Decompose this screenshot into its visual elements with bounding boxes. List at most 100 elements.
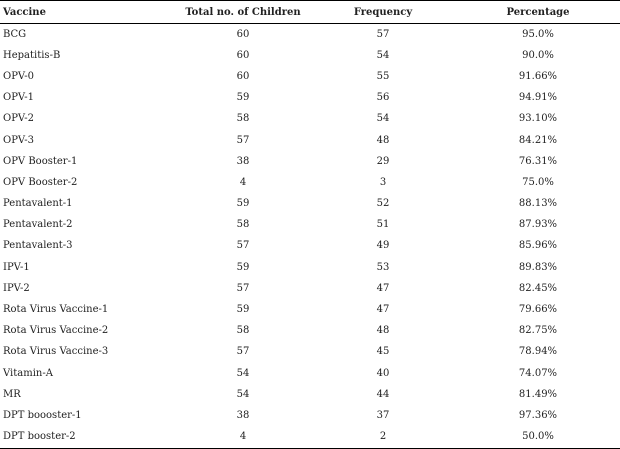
table-row: Rota Virus Vaccine-3 57 45 78.94% xyxy=(0,342,620,363)
total-children-cell: 38 xyxy=(236,155,250,167)
table-row: OPV-3 57 48 84.21% xyxy=(0,130,620,151)
percentage-cell: 82.75% xyxy=(518,325,558,337)
table-row: DPT booster-2 4 2 50.0% xyxy=(0,426,620,449)
total-children-cell: 4 xyxy=(173,426,313,449)
frequency-cell: 57 xyxy=(376,28,390,40)
percentage-cell: 89.83% xyxy=(518,261,558,273)
frequency-cell: 2 xyxy=(313,426,453,449)
percentage-cell: 88.13% xyxy=(518,198,558,210)
total-children-cell: 58 xyxy=(236,113,250,125)
percentage-cell: 75.0% xyxy=(522,176,554,188)
percentage-cell: 79.66% xyxy=(518,304,558,316)
vaccine-cell: IPV-1 xyxy=(3,261,30,273)
table-row: Rota Virus Vaccine-2 58 48 82.75% xyxy=(0,321,620,342)
total-children-cell: 60 xyxy=(236,28,250,40)
frequency-cell: 48 xyxy=(376,134,390,146)
total-children-cell: 57 xyxy=(236,346,250,358)
vaccine-cell: Rota Virus Vaccine-2 xyxy=(3,325,109,337)
percentage-cell: 82.45% xyxy=(518,282,558,294)
vaccine-cell: Rota Virus Vaccine-3 xyxy=(3,346,109,358)
table-row: IPV-2 57 47 82.45% xyxy=(0,278,620,299)
vaccine-cell: Hepatitis-B xyxy=(3,49,61,61)
header-frequency: Frequency xyxy=(313,0,453,24)
frequency-cell: 44 xyxy=(376,388,390,400)
vaccine-cell: BCG xyxy=(3,28,27,40)
vaccine-cell: Pentavalent-2 xyxy=(3,219,73,231)
frequency-cell: 29 xyxy=(376,155,390,167)
frequency-cell: 51 xyxy=(376,219,390,231)
total-children-cell: 57 xyxy=(236,282,250,294)
table-row: IPV-1 59 53 89.83% xyxy=(0,257,620,278)
total-children-cell: 54 xyxy=(236,388,250,400)
total-children-cell: 4 xyxy=(239,176,247,188)
header-percentage: Percentage xyxy=(453,0,620,24)
frequency-cell: 47 xyxy=(376,282,390,294)
table-row: OPV-0 60 55 91.66% xyxy=(0,66,620,87)
total-children-cell: 60 xyxy=(236,70,250,82)
vaccine-cell: Pentavalent-1 xyxy=(3,198,73,210)
percentage-cell: 85.96% xyxy=(518,240,558,252)
vaccine-cell: IPV-2 xyxy=(3,282,30,294)
total-children-cell: 57 xyxy=(236,134,250,146)
frequency-cell: 48 xyxy=(376,325,390,337)
percentage-cell: 95.0% xyxy=(522,28,554,40)
frequency-cell: 37 xyxy=(376,409,390,421)
total-children-cell: 59 xyxy=(236,198,250,210)
vaccine-cell: DPT booster-2 xyxy=(0,426,173,449)
percentage-cell: 74.07% xyxy=(518,367,558,379)
header-vaccine: Vaccine xyxy=(0,0,173,24)
percentage-cell: 91.66% xyxy=(518,70,558,82)
frequency-cell: 53 xyxy=(376,261,390,273)
table-row: BCG 60 57 95.0% xyxy=(0,24,620,46)
frequency-cell: 56 xyxy=(376,92,390,104)
vaccine-cell: MR xyxy=(3,388,21,400)
vaccine-cell: OPV-2 xyxy=(3,113,34,125)
total-children-cell: 60 xyxy=(236,49,250,61)
table-row: Pentavalent-2 58 51 87.93% xyxy=(0,215,620,236)
table-row: MR 54 44 81.49% xyxy=(0,384,620,405)
percentage-cell: 76.31% xyxy=(518,155,558,167)
frequency-cell: 55 xyxy=(376,70,390,82)
frequency-cell: 49 xyxy=(376,240,390,252)
frequency-cell: 54 xyxy=(376,49,390,61)
frequency-cell: 54 xyxy=(376,113,390,125)
frequency-cell: 47 xyxy=(376,304,390,316)
total-children-cell: 58 xyxy=(236,325,250,337)
percentage-cell: 94.91% xyxy=(518,92,558,104)
total-children-cell: 59 xyxy=(236,261,250,273)
table-row: Rota Virus Vaccine-1 59 47 79.66% xyxy=(0,299,620,320)
percentage-cell: 81.49% xyxy=(518,388,558,400)
frequency-cell: 52 xyxy=(376,198,390,210)
percentage-cell: 93.10% xyxy=(518,113,558,125)
table-header: Vaccine Total no. of Children Frequency … xyxy=(0,0,620,24)
vaccine-cell: OPV-1 xyxy=(3,92,34,104)
percentage-cell: 50.0% xyxy=(453,426,620,449)
vaccine-cell: OPV Booster-2 xyxy=(3,176,78,188)
table-row: DPT boooster-1 38 37 97.36% xyxy=(0,405,620,426)
frequency-cell: 3 xyxy=(379,176,387,188)
vaccine-cell: Rota Virus Vaccine-1 xyxy=(3,304,109,316)
total-children-cell: 57 xyxy=(236,240,250,252)
table-row: OPV Booster-2 4 3 75.0% xyxy=(0,172,620,193)
percentage-cell: 84.21% xyxy=(518,134,558,146)
percentage-cell: 90.0% xyxy=(522,49,554,61)
frequency-cell: 40 xyxy=(376,367,390,379)
header-row: Vaccine Total no. of Children Frequency … xyxy=(0,0,620,24)
table-row: Pentavalent-1 59 52 88.13% xyxy=(0,194,620,215)
table-row: Hepatitis-B 60 54 90.0% xyxy=(0,45,620,66)
total-children-cell: 59 xyxy=(236,92,250,104)
header-total-children: Total no. of Children xyxy=(173,0,313,24)
vaccine-cell: OPV Booster-1 xyxy=(3,155,78,167)
table-row: Vitamin-A 54 40 74.07% xyxy=(0,363,620,384)
vaccine-cell: OPV-3 xyxy=(3,134,34,146)
table-row: OPV Booster-1 38 29 76.31% xyxy=(0,151,620,172)
vaccine-cell: Vitamin-A xyxy=(3,367,53,379)
percentage-cell: 87.93% xyxy=(518,219,558,231)
table-row: Pentavalent-3 57 49 85.96% xyxy=(0,236,620,257)
vaccine-cell: OPV-0 xyxy=(3,70,34,82)
vaccine-cell: Pentavalent-3 xyxy=(3,240,73,252)
total-children-cell: 58 xyxy=(236,219,250,231)
table-body: BCG 60 57 95.0% Hepatitis-B 60 54 90.0% OPV-0 60 5… xyxy=(0,24,620,449)
